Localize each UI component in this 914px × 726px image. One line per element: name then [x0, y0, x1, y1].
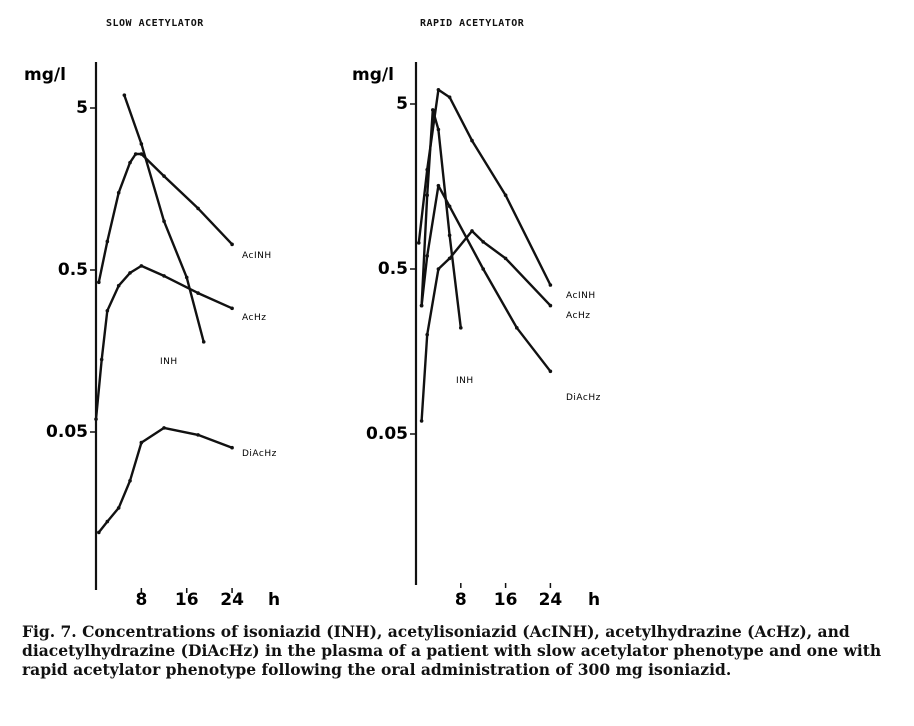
slow-ytick-label: 0.5: [58, 260, 88, 280]
rapid-xlabel: h: [588, 590, 600, 610]
rapid-xtick-label: 8: [455, 590, 467, 610]
rapid-data-point-acinh: [503, 193, 508, 198]
rapid-data-point-achz: [436, 267, 441, 271]
slow-ytick-label: 0.05: [46, 422, 88, 442]
rapid-data-point-diachz: [419, 303, 424, 308]
rapid-data-point-achz: [481, 240, 486, 244]
slow-data-point-achz: [139, 264, 144, 268]
rapid-data-point-achz: [548, 303, 553, 308]
slow-data-point-inh: [139, 142, 144, 146]
rapid-series-line-inh: [420, 108, 462, 328]
rapid-data-point-diachz: [436, 183, 441, 188]
slow-data-point-diachz: [162, 426, 166, 430]
slow-xtick-label: 24: [220, 590, 244, 610]
slow-data-point-achz: [162, 274, 166, 278]
slow-series-line-achz: [94, 264, 233, 420]
slow-data-point-achz: [105, 308, 110, 313]
slow-data-point-achz: [116, 283, 121, 288]
rapid-ytick-label: 5: [396, 94, 408, 114]
slow-data-point-acinh: [97, 280, 101, 285]
rapid-data-point-achz: [447, 256, 452, 261]
rapid-data-point-inh: [459, 326, 463, 330]
rapid-data-point-acinh: [447, 95, 452, 99]
slow-data-point-acinh: [196, 206, 200, 211]
slow-data-point-inh: [201, 340, 206, 344]
rapid-ylabel: mg/l: [352, 65, 394, 85]
panel-title-slow: SLOW ACETYLATOR: [106, 18, 204, 29]
rapid-series-label-diachz: DiAcHz: [566, 393, 601, 403]
rapid-ytick-label: 0.05: [366, 424, 408, 444]
slow-ylabel: mg/l: [24, 65, 66, 85]
rapid-data-point-acinh: [436, 87, 441, 92]
rapid-data-point-diachz: [447, 204, 452, 209]
rapid-series-line-achz: [420, 229, 552, 421]
rapid-ytick-label: 0.5: [378, 259, 408, 279]
rapid-xtick-label: 24: [539, 590, 563, 610]
slow-data-point-diachz: [105, 519, 110, 524]
slow-series-label-diachz: DiAcHz: [242, 449, 277, 459]
slow-data-point-achz: [94, 417, 98, 421]
slow-series-line-diachz: [97, 426, 233, 534]
slow-data-point-acinh: [116, 190, 121, 195]
rapid-series-line-diachz: [420, 184, 552, 373]
slow-data-point-inh: [184, 275, 189, 280]
figure-area: SLOW ACETYLATOR RAPID ACETYLATOR mg/l 5 0.…: [24, 18, 601, 610]
slow-series-line-acinh: [97, 152, 233, 283]
slow-data-point-diachz: [97, 530, 101, 535]
rapid-data-point-achz: [503, 256, 508, 261]
chart-svg: mg/l50.50.058 16 24 hINHAcINHAcHzDiAcHzmg/l…: [24, 62, 601, 610]
rapid-data-point-achz: [470, 229, 474, 233]
slow-data-point-diachz: [116, 506, 121, 510]
rapid-data-point-diachz: [425, 254, 430, 258]
rapid-data-point-acinh: [548, 283, 553, 287]
slow-data-point-diachz: [128, 478, 132, 483]
rapid-data-point-diachz: [515, 326, 519, 330]
rapid-data-point-inh: [431, 108, 435, 112]
figure-caption: Fig. 7. Concentrations of isoniazid (INH…: [22, 622, 882, 679]
slow-xtick-label: 8: [135, 590, 147, 610]
slow-series-label-inh: INH: [160, 357, 178, 367]
rapid-data-point-diachz: [481, 267, 486, 271]
rapid-data-point-diachz: [548, 369, 553, 374]
slow-data-point-achz: [230, 306, 234, 311]
slow-series-line-inh: [123, 94, 205, 343]
panel-title-rapid: RAPID ACETYLATOR: [420, 18, 525, 29]
rapid-data-point-achz: [425, 332, 430, 337]
slow-data-point-acinh: [162, 174, 166, 178]
rapid-series-label-inh: INH: [456, 376, 474, 386]
rapid-data-point-acinh: [425, 167, 430, 172]
slow-data-point-acinh: [105, 239, 110, 244]
slow-xlabel: h: [268, 590, 280, 610]
slow-data-point-acinh: [128, 160, 132, 165]
slow-xtick-label: 16: [175, 590, 199, 610]
rapid-series-label-achz: AcHz: [566, 311, 590, 321]
slow-data-point-inh: [122, 93, 127, 97]
rapid-data-point-inh: [425, 193, 430, 198]
rapid-xtick-label: 16: [494, 590, 518, 610]
slow-series-label-acinh: AcINH: [242, 251, 272, 261]
slow-data-point-diachz: [139, 440, 144, 445]
rapid-data-point-achz: [419, 419, 424, 423]
rapid-data-point-acinh: [470, 138, 474, 143]
rapid-data-point-inh: [447, 233, 452, 238]
slow-ytick-label: 5: [76, 98, 88, 118]
rapid-series-label-acinh: AcINH: [566, 291, 596, 301]
slow-data-point-acinh: [139, 152, 144, 156]
rapid-data-point-acinh: [417, 241, 421, 245]
slow-data-point-inh: [162, 219, 166, 224]
slow-data-point-diachz: [196, 433, 200, 437]
slow-data-point-acinh: [133, 152, 138, 156]
slow-data-point-diachz: [230, 445, 234, 450]
slow-data-point-acinh: [230, 242, 234, 247]
slow-data-point-achz: [99, 357, 104, 362]
slow-data-point-achz: [196, 291, 200, 295]
slow-series-label-achz: AcHz: [242, 313, 266, 323]
slow-data-point-achz: [128, 271, 132, 275]
rapid-data-point-inh: [436, 127, 441, 132]
